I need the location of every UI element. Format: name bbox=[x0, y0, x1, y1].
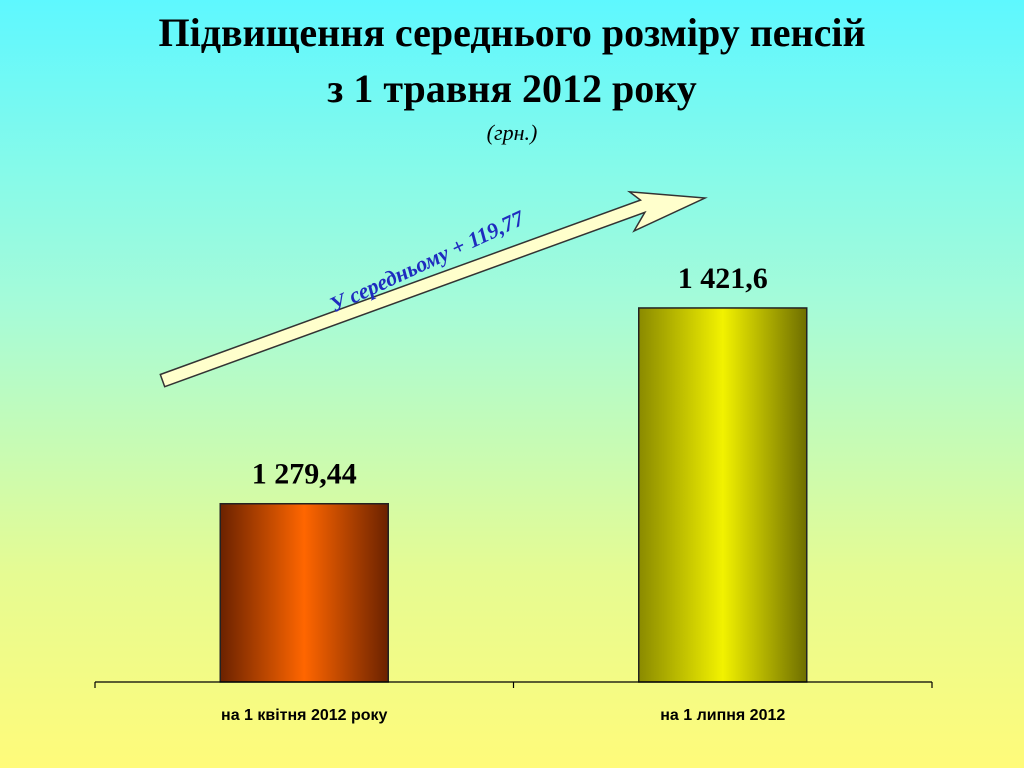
arrow-shape bbox=[159, 190, 708, 388]
data-label-2: 1 421,6 bbox=[678, 262, 768, 295]
bar-2 bbox=[638, 307, 808, 683]
slide-title-line1: Підвищення середнього розміру пенсій bbox=[158, 10, 866, 55]
slide-title-line2: з 1 травня 2012 року bbox=[327, 66, 697, 111]
bars-layer bbox=[219, 307, 808, 683]
increase-arrow: У середньому + 119,77 bbox=[159, 190, 708, 388]
bar-1 bbox=[219, 502, 389, 683]
unit-label: (грн.) bbox=[486, 120, 538, 145]
category-label-1: на 1 квітня 2012 року bbox=[221, 707, 388, 724]
data-label-1: 1 279,44 bbox=[252, 458, 357, 491]
x-axis bbox=[94, 681, 933, 688]
category-label-2: на 1 липня 2012 bbox=[660, 707, 785, 724]
labels-layer: 1 279,44 на 1 квітня 2012 року 1 421,6 на 1… bbox=[221, 262, 785, 724]
